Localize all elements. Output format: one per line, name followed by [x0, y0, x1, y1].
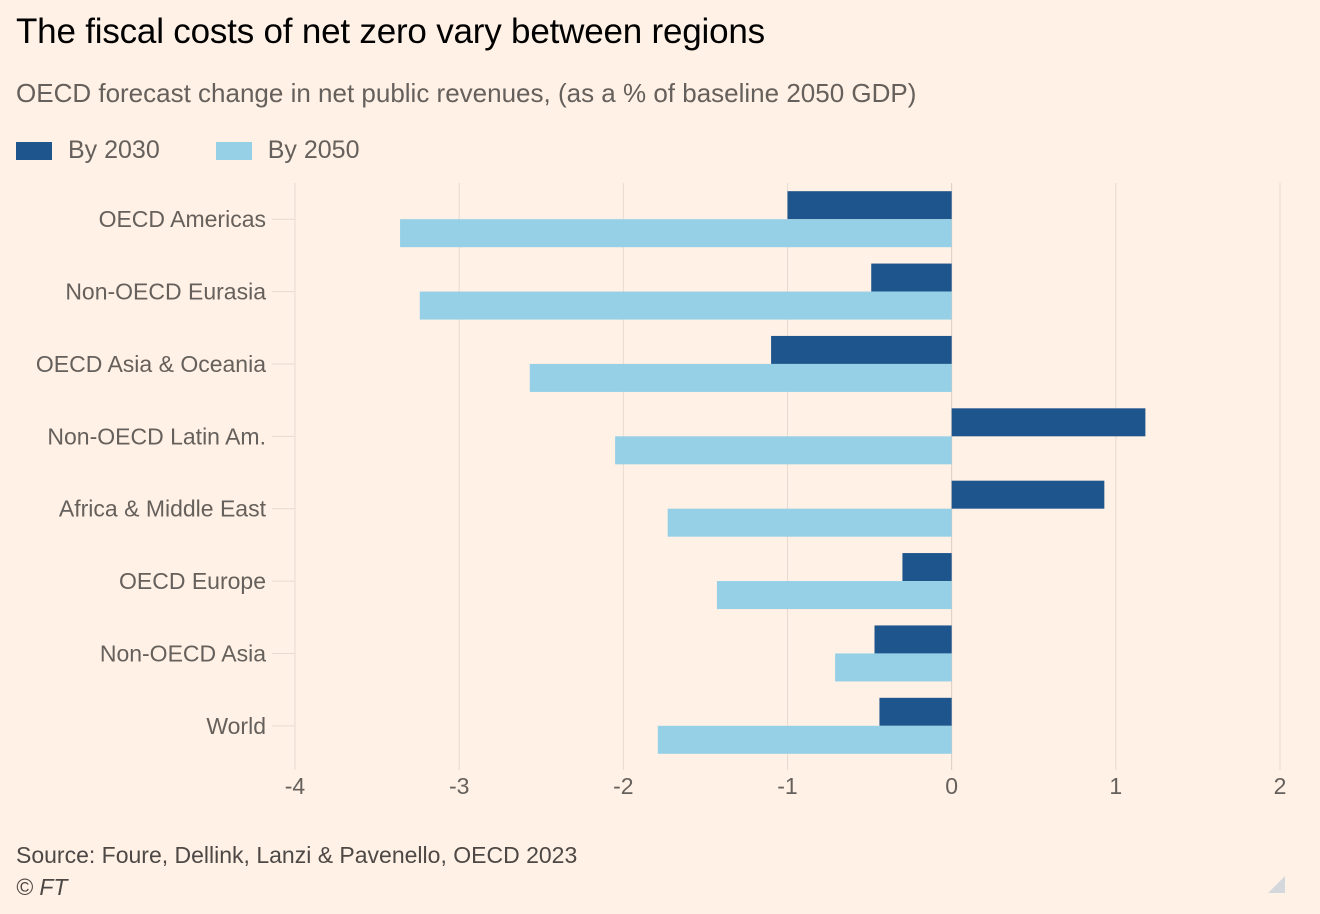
legend-item-2030: By 2030 [16, 136, 160, 165]
y-tick-label: OECD Americas [99, 206, 266, 232]
resize-handle-icon [1268, 876, 1285, 893]
copyright: © FT [16, 874, 68, 900]
y-tick-label: OECD Europe [119, 568, 266, 594]
x-tick-label: 1 [1109, 773, 1122, 799]
y-tick-label: World [206, 713, 266, 739]
bar-2050 [667, 508, 952, 537]
bar-2030 [951, 480, 1105, 509]
y-tick-label: Africa & Middle East [59, 496, 267, 522]
y-tick-label: OECD Asia & Oceania [36, 351, 266, 377]
bar-2050 [419, 291, 952, 320]
x-tick-label: -4 [285, 773, 306, 799]
bar-2050 [529, 363, 952, 392]
bar-2050 [400, 219, 952, 248]
legend-swatch-2050 [215, 141, 252, 160]
legend-label-2050: By 2050 [267, 136, 360, 164]
bar-2030 [879, 697, 952, 726]
bar-2050 [716, 581, 952, 610]
bar-2030 [871, 263, 952, 292]
x-tick-label: -3 [449, 773, 469, 799]
legend-label-2030: By 2030 [68, 136, 160, 164]
legend-swatch-2030 [16, 141, 52, 160]
bar-2030 [951, 408, 1146, 437]
chart-subtitle: OECD forecast change in net public reven… [16, 78, 917, 108]
bar-2050 [657, 725, 952, 754]
chart-title: The fiscal costs of net zero vary betwee… [16, 12, 765, 51]
legend-item-2050: By 2050 [215, 136, 360, 165]
x-tick-label: 0 [945, 773, 958, 799]
x-tick-label: -1 [777, 773, 797, 799]
bar-2050 [835, 653, 952, 682]
x-tick-label: -2 [613, 773, 633, 799]
y-tick-label: Non-OECD Latin Am. [47, 423, 266, 449]
y-tick-label: Non-OECD Asia [100, 640, 266, 666]
bar-2050 [615, 436, 952, 465]
bar-2030 [787, 191, 952, 220]
bar-2030 [874, 625, 952, 654]
y-tick-label: Non-OECD Eurasia [65, 279, 266, 305]
bar-2030 [771, 335, 952, 364]
bar-2030 [902, 553, 952, 582]
legend: By 2030 By 2050 [16, 136, 416, 165]
x-tick-label: 2 [1274, 773, 1287, 799]
source-note: Source: Foure, Dellink, Lanzi & Pavenell… [16, 842, 578, 868]
